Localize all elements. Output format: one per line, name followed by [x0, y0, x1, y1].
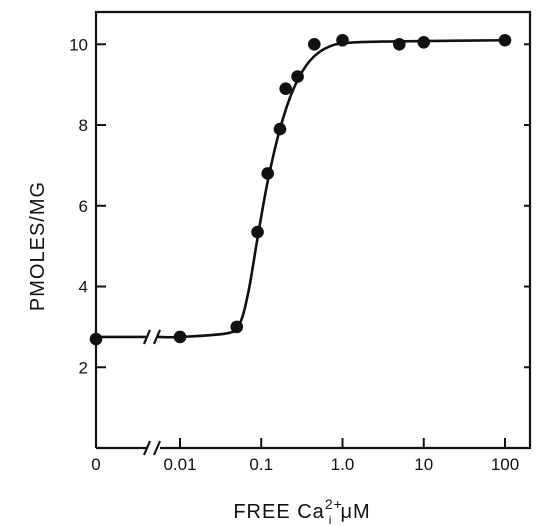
x-axis-break-marker [142, 440, 162, 456]
data-point [417, 35, 431, 49]
x-tick-label: 10 [414, 455, 433, 474]
fitted-curve [157, 38, 506, 339]
y-tick-label: 8 [79, 116, 88, 135]
x-axis-label-superscript: 2+ [325, 496, 343, 512]
data-point [173, 330, 187, 344]
data-point [273, 122, 287, 136]
data-point [498, 33, 512, 47]
data-point [230, 320, 244, 334]
plot-frame [94, 10, 532, 450]
x-tick-label: 0.1 [249, 455, 273, 474]
x-tick-label: 0.01 [163, 455, 196, 474]
x-tick-label: 0 [91, 455, 100, 474]
y-axis-label: PMOLES/MG [27, 181, 49, 311]
y-tick-label: 10 [69, 35, 88, 54]
data-points-layer [89, 33, 512, 346]
data-point [392, 37, 406, 51]
y-tick-label: 6 [79, 197, 88, 216]
y-tick-label: 2 [79, 358, 88, 377]
data-point [336, 33, 349, 47]
x-axis-label-subscript: i [329, 513, 333, 526]
data-point [251, 225, 264, 239]
x-axis-label-text: FREE Ca [233, 501, 324, 523]
x-tick-label: 1.0 [331, 455, 355, 474]
data-point [89, 332, 103, 346]
x-axis-label: FREE Ca2+ i μM [233, 496, 370, 526]
x-axis-label-unit: μM [340, 501, 370, 523]
x-tick-label: 100 [491, 455, 519, 474]
chart-ticks: 0 0.01 0.1 1.0 10 100 2 4 6 8 10 [69, 35, 530, 474]
fitted-curve-layer [96, 38, 506, 345]
y-tick-label: 4 [79, 278, 88, 297]
data-point [261, 167, 274, 180]
data-point [279, 82, 293, 96]
data-point [291, 70, 304, 83]
data-point [308, 37, 321, 51]
curve-break-marker [142, 329, 162, 345]
chart-axes [94, 10, 532, 456]
